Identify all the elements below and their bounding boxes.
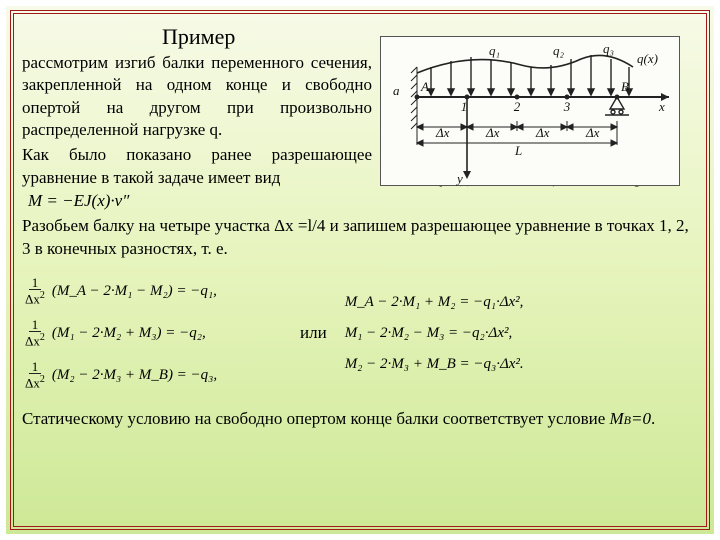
- diag-q2: q₂: [553, 43, 565, 58]
- paragraph-boundary-condition: Статическому условию на свободно опертом…: [22, 408, 698, 431]
- diag-dx-3: Δx: [535, 125, 550, 140]
- eq-left-1: 1Δx2 (M_A − 2·M₁ − M₂) = −q₁,: [22, 270, 282, 312]
- eq-right-2: M₁ − 2·M₂ − M₃ = −q₂·Δx²,: [345, 325, 524, 342]
- equation-block: 1Δx2 (M_A − 2·M₁ − M₂) = −q₁, 1Δx2 (M₁ −…: [22, 270, 698, 396]
- bottom-text-pre: Статическому условию на свободно опертом…: [22, 409, 610, 428]
- eq-right-1: M_A − 2·M₁ + M₂ = −q₁·Δx²,: [345, 294, 524, 311]
- eq-left-3: 1Δx2 (M₂ − 2·M₃ + M_B) = −q₃,: [22, 354, 282, 396]
- paragraph-discretize: Разобьем балку на четыре участка Δx =l/4…: [22, 215, 698, 261]
- beam-svg: a A B x y 1 2 3 q₁ q₂ q₃ q(x) Δx Δx Δx Δ…: [381, 37, 681, 187]
- diag-label-B: B: [621, 79, 629, 94]
- equations-right-column: M_A − 2·M₁ + M₂ = −q₁·Δx², M₁ − 2·M₂ − M…: [345, 280, 524, 387]
- diag-label-A: A: [420, 79, 429, 94]
- slide: Пример рассмотрим изгиб балки переменног…: [0, 0, 720, 540]
- diag-label-y: y: [455, 171, 463, 186]
- diag-dx-1: Δx: [435, 125, 450, 140]
- paragraph-intro: рассмотрим изгиб балки переменного сечен…: [22, 52, 372, 142]
- beam-diagram: a A B x y 1 2 3 q₁ q₂ q₃ q(x) Δx Δx Δx Δ…: [380, 36, 680, 186]
- diag-qx: q(x): [637, 51, 658, 66]
- diag-node-1: 1: [461, 99, 468, 114]
- diag-L: L: [514, 143, 522, 158]
- bottom-eq: MB=0: [610, 409, 652, 428]
- text-before-eq1: Как было показано ранее разрешающее урав…: [22, 144, 372, 190]
- equation-moment: M = −EJ(x)·v″: [22, 191, 135, 210]
- eq-right-3: M₂ − 2·M₃ + M_B = −q₃·Δx².: [345, 356, 524, 373]
- label-or: или: [300, 323, 327, 343]
- content-area: Пример рассмотрим изгиб балки переменног…: [22, 22, 698, 518]
- diag-node-2: 2: [514, 99, 521, 114]
- equations-left-column: 1Δx2 (M_A − 2·M₁ − M₂) = −q₁, 1Δx2 (M₁ −…: [22, 270, 282, 396]
- bottom-dot: .: [651, 409, 655, 428]
- diag-dx-2: Δx: [485, 125, 500, 140]
- diag-label-x: x: [658, 99, 665, 114]
- diag-dx-4: Δx: [585, 125, 600, 140]
- eq-left-2: 1Δx2 (M₁ − 2·M₂ + M₃) = −q₂,: [22, 312, 282, 354]
- diag-node-3: 3: [563, 99, 571, 114]
- diag-q1: q₁: [489, 43, 500, 58]
- diag-q3: q₃: [603, 41, 614, 56]
- diag-label-a: a: [393, 83, 400, 98]
